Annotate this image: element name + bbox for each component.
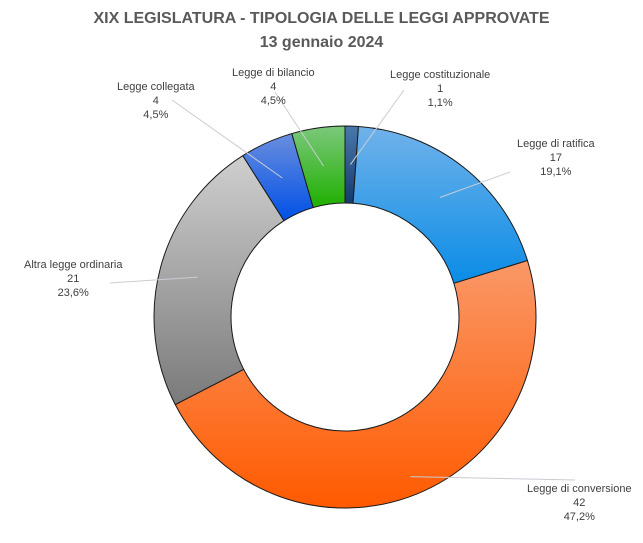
chart-subtitle: 13 gennaio 2024 [259,34,384,51]
label-conversione: Legge di conversione 42 47,2% [527,482,632,524]
slice-altra-legge-ordinaria [153,154,285,406]
label-value: 21 [67,273,80,285]
leader-line [109,276,198,284]
label-percent: 23,6% [57,287,89,299]
label-percent: 1,1% [427,97,453,109]
label-bilancio: Legge di bilancio 4 4,5% [232,66,315,108]
label-name: Legge di conversione [527,483,632,495]
label-name: Legge costituzionale [390,69,491,81]
slice-legge-di-bilancio [291,125,346,209]
leader-line [410,476,576,481]
label-value: 4 [152,95,159,107]
label-percent: 47,2% [563,511,595,523]
label-collegata: Legge collegata 4 4,5% [117,80,195,122]
label-value: 1 [437,83,444,95]
label-costituzionale: Legge costituzionale 1 1,1% [390,68,490,110]
label-name: Legge collegata [117,81,195,93]
leader-line [349,89,405,165]
label-percent: 4,5% [260,95,286,107]
chart-title: XIX LEGISLATURA - TIPOLOGIA DELLE LEGGI … [93,10,550,27]
leader-line [171,99,283,179]
label-name: Legge di ratifica [517,138,595,150]
label-percent: 4,5% [143,109,169,121]
label-ratifica: Legge di ratifica 17 19,1% [517,137,595,179]
label-name: Legge di bilancio [232,67,315,79]
label-name: Altra legge ordinaria [24,259,123,271]
label-value: 17 [549,152,562,164]
label-altra-ordinaria: Altra legge ordinaria 21 23,6% [24,258,122,300]
leader-line [274,91,324,167]
label-value: 42 [573,497,586,509]
slice-legge-di-ratifica [352,125,529,284]
label-value: 4 [270,81,277,93]
label-percent: 19,1% [540,166,572,178]
slice-legge-di-conversione [174,259,537,509]
leader-line [439,171,511,199]
